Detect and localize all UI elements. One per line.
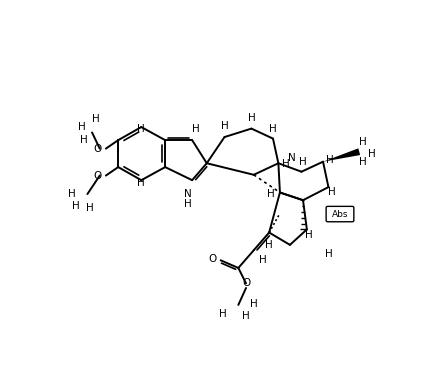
Text: H: H: [267, 189, 275, 199]
Text: H: H: [359, 137, 367, 147]
Text: H: H: [184, 199, 191, 209]
Text: H: H: [359, 157, 367, 167]
Text: O: O: [242, 278, 250, 288]
Text: H: H: [328, 187, 336, 198]
Text: H: H: [305, 230, 313, 240]
Polygon shape: [323, 148, 360, 162]
Text: H: H: [80, 135, 88, 145]
Text: H: H: [250, 299, 257, 309]
Text: H: H: [219, 309, 227, 319]
Text: H: H: [265, 240, 273, 250]
Text: H: H: [368, 149, 376, 159]
Text: H: H: [299, 157, 307, 167]
Text: H: H: [259, 255, 267, 265]
FancyBboxPatch shape: [326, 206, 354, 222]
Text: H: H: [86, 203, 94, 213]
Text: N: N: [288, 153, 295, 163]
Text: H: H: [269, 124, 277, 134]
Text: H: H: [78, 122, 86, 132]
Text: H: H: [221, 121, 229, 131]
Text: H: H: [192, 124, 200, 134]
Text: O: O: [94, 144, 102, 154]
Text: H: H: [72, 201, 80, 211]
Text: N: N: [184, 189, 191, 199]
Text: Abs: Abs: [332, 209, 348, 219]
Text: H: H: [324, 249, 332, 259]
Text: H: H: [326, 155, 334, 165]
Text: H: H: [242, 311, 250, 321]
Text: H: H: [282, 159, 290, 169]
Text: H: H: [248, 113, 255, 123]
Text: H: H: [137, 124, 145, 134]
Text: O: O: [94, 171, 102, 181]
Text: H: H: [137, 178, 145, 188]
Text: O: O: [209, 254, 217, 264]
Text: H: H: [68, 189, 76, 199]
Text: H: H: [92, 114, 100, 124]
